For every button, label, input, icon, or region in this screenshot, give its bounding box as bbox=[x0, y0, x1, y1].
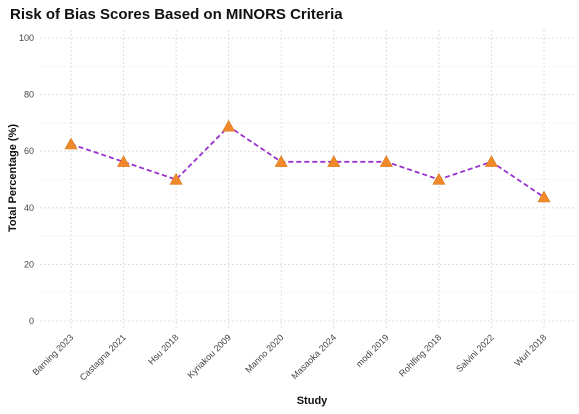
x-tick-label: Rohlfing 2018 bbox=[397, 332, 443, 378]
data-point-triangle bbox=[432, 172, 446, 185]
y-tick-label: 60 bbox=[24, 146, 34, 156]
data-point-triangle bbox=[484, 155, 498, 167]
series-line-group bbox=[70, 125, 545, 198]
data-point-triangle bbox=[64, 137, 78, 150]
x-tick-label: Masaoka 2024 bbox=[289, 332, 338, 381]
x-tick-label: Salvini 2022 bbox=[454, 332, 496, 374]
y-tick-label: 40 bbox=[24, 203, 34, 213]
y-axis-title: Total Percentage (%) bbox=[7, 124, 19, 232]
y-tick-label: 80 bbox=[24, 90, 34, 100]
data-point-triangle bbox=[379, 155, 393, 167]
y-tick-label: 20 bbox=[24, 259, 34, 269]
data-point-group bbox=[64, 119, 551, 203]
grid-lines bbox=[40, 30, 576, 330]
series-line bbox=[70, 125, 545, 198]
data-point-triangle bbox=[274, 155, 288, 167]
data-point-triangle bbox=[169, 172, 183, 185]
y-tick-label: 0 bbox=[29, 316, 34, 326]
x-tick-labels: Barning 2023 Castagna 2021 Hsu 2018 Kyriako… bbox=[30, 332, 548, 382]
data-point-triangle bbox=[327, 155, 341, 167]
y-tick-label: 100 bbox=[19, 33, 34, 43]
x-tick-label: Wurl 2018 bbox=[512, 332, 548, 368]
data-point-triangle bbox=[117, 155, 131, 167]
chart-title: Risk of Bias Scores Based on MINORS Crit… bbox=[10, 6, 343, 23]
x-tick-label: Barning 2023 bbox=[30, 332, 75, 377]
x-tick-label: Castagna 2021 bbox=[78, 332, 128, 382]
x-tick-label: Hsu 2018 bbox=[146, 332, 180, 366]
data-point-triangle bbox=[222, 119, 236, 132]
x-axis-title: Study bbox=[297, 395, 328, 407]
data-point-triangle bbox=[537, 190, 551, 203]
y-tick-labels: 0 20 40 60 80 100 bbox=[19, 33, 34, 326]
x-tick-label: Kyriakou 2009 bbox=[185, 332, 233, 380]
x-tick-label: Manno 2020 bbox=[243, 332, 285, 374]
x-tick-label: modi 2019 bbox=[354, 332, 391, 369]
